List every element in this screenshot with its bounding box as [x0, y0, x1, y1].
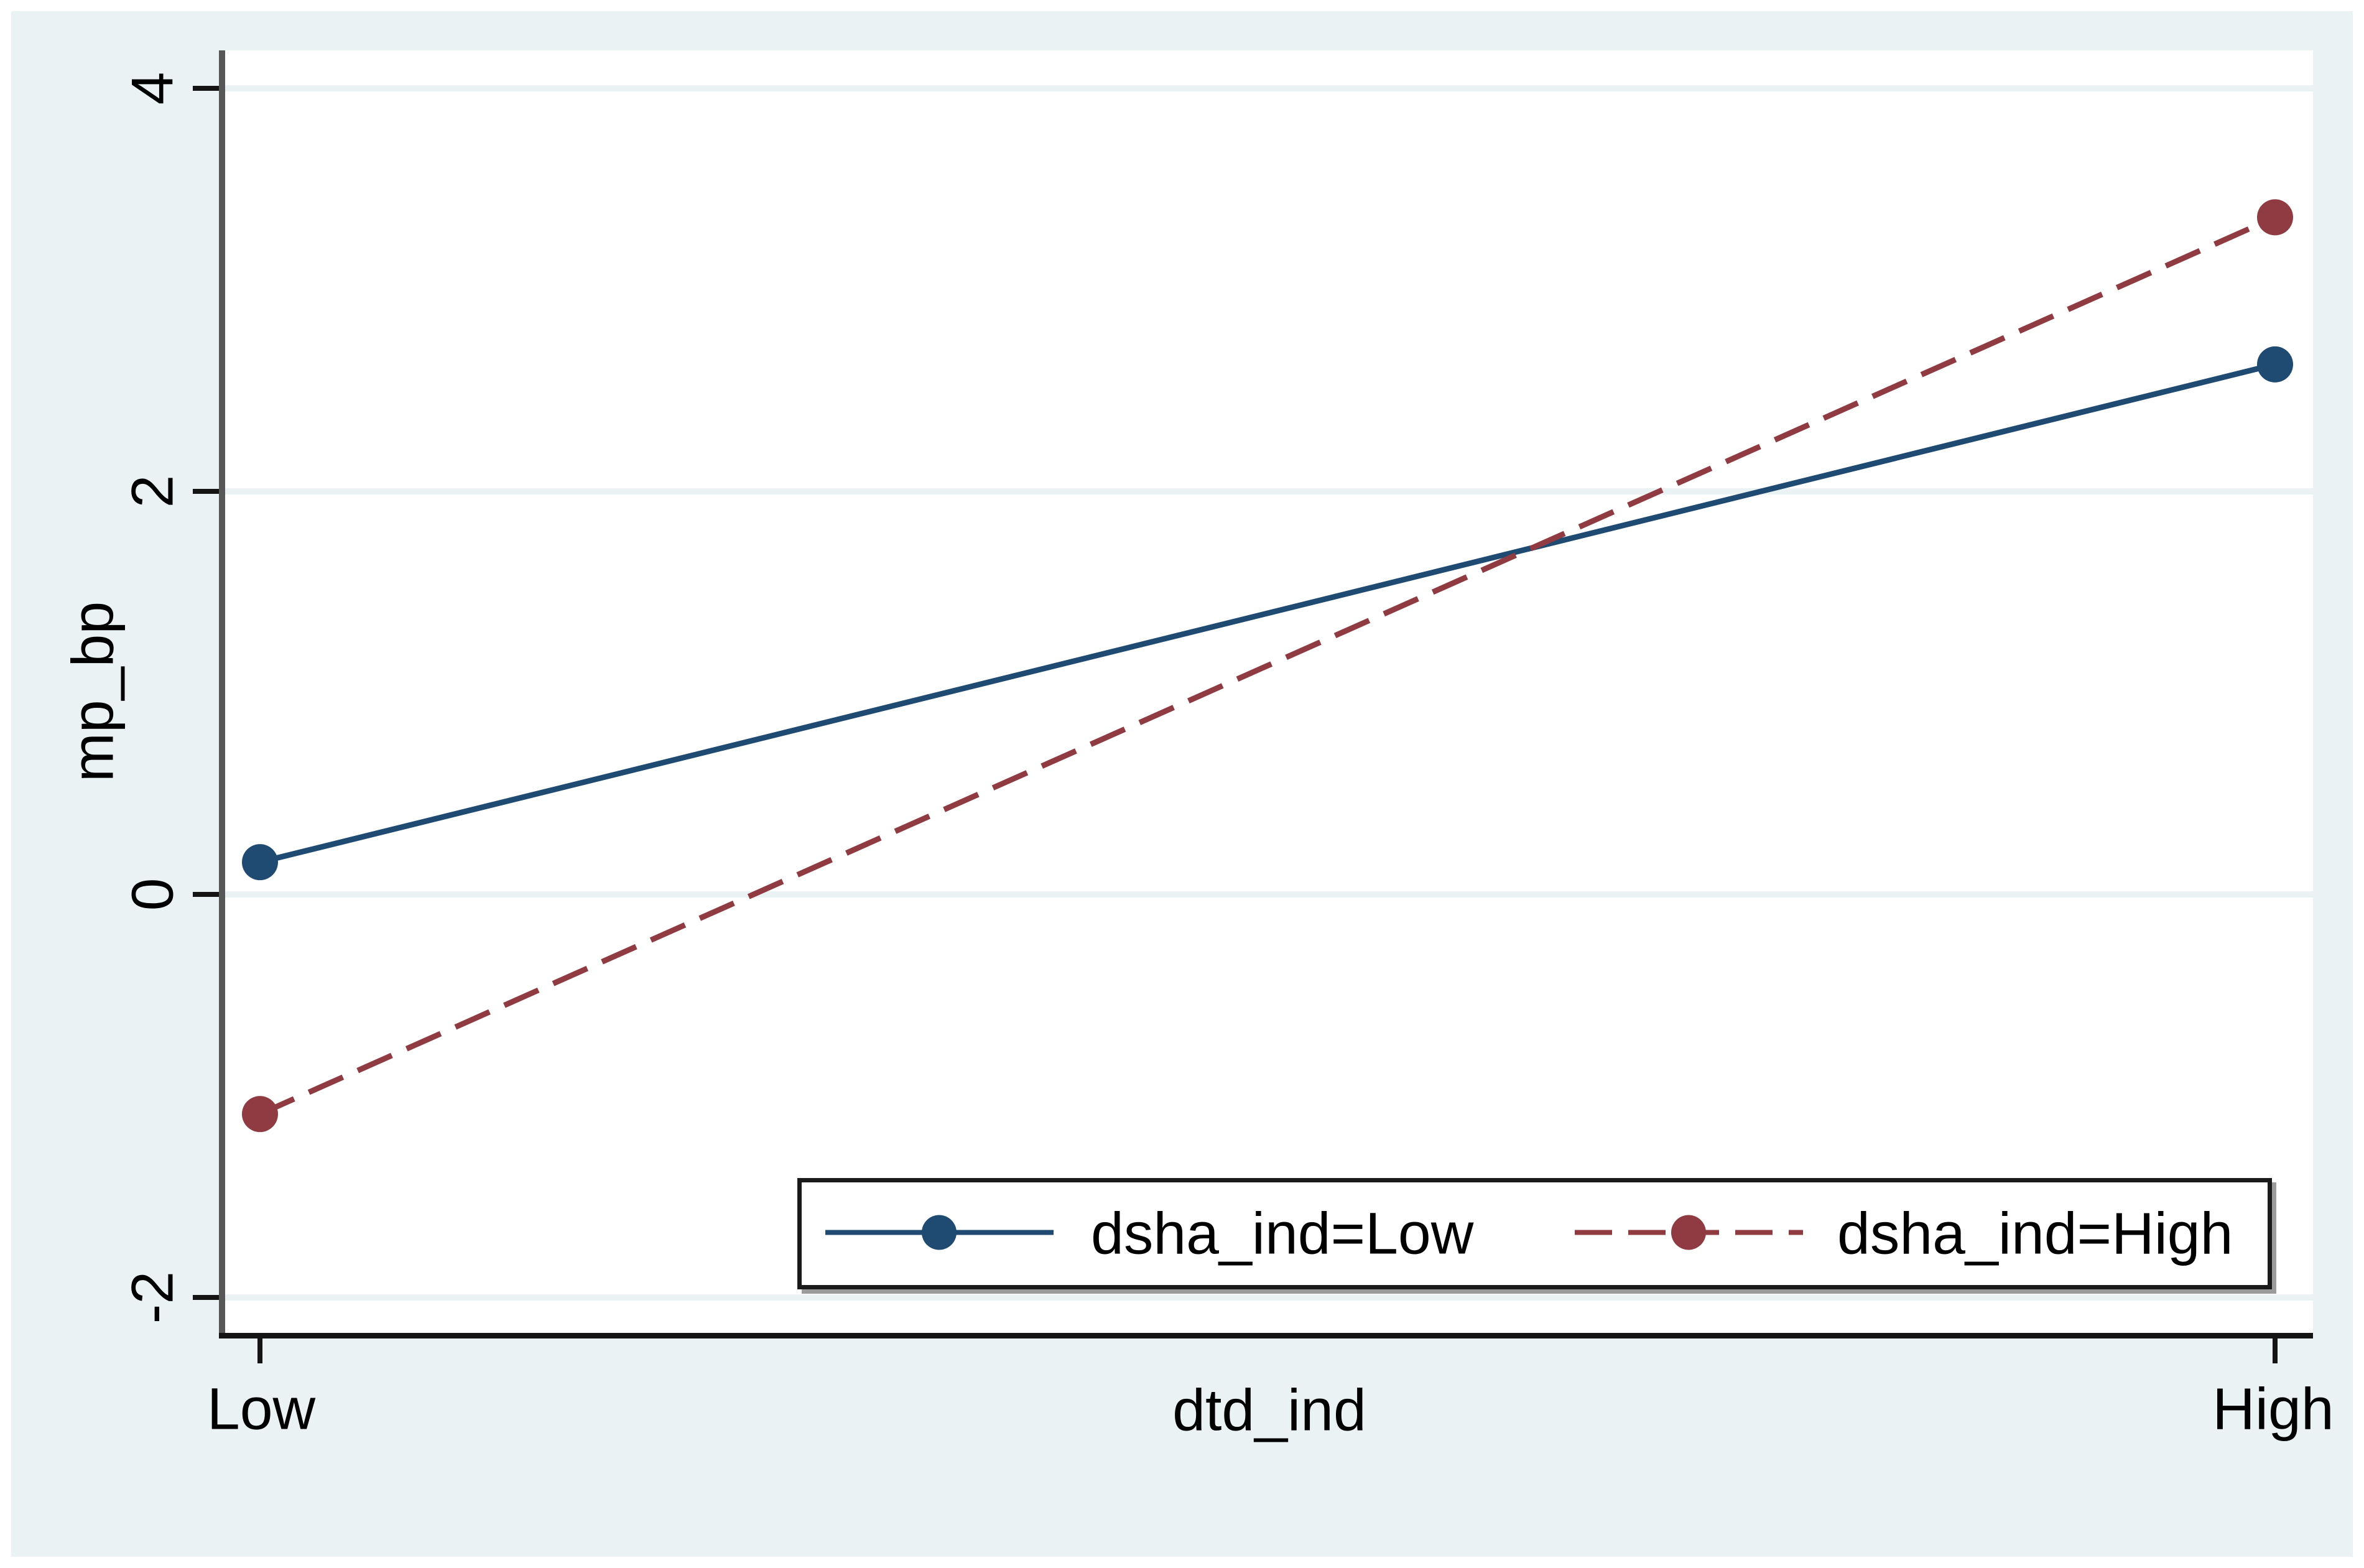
legend-label-low: dsha_ind=Low	[1091, 1200, 1474, 1266]
x-axis-line	[219, 1333, 2313, 1338]
y-tick-mark	[193, 892, 219, 897]
data-point-marker	[242, 844, 278, 881]
x-tick-mark-high	[2273, 1338, 2278, 1363]
series-line-dashed	[259, 215, 2276, 1117]
x-axis-title: dtd_ind	[1172, 1377, 1366, 1444]
legend-marker-solid	[825, 1215, 1054, 1250]
legend-sample-line-dashed	[1575, 1212, 1803, 1255]
legend-box: dsha_ind=Low dsha_ind=High	[797, 1178, 2272, 1289]
y-tick-mark	[193, 489, 219, 494]
x-tick-label-low: Low	[206, 1376, 316, 1442]
legend-marker-dashed	[1575, 1215, 1803, 1250]
data-point-marker	[242, 1096, 278, 1133]
y-tick-mark	[193, 1295, 219, 1300]
gridline-y-2	[225, 488, 2313, 494]
gridline-y--2	[225, 1294, 2313, 1301]
data-point-marker	[2257, 346, 2293, 383]
x-tick-label-high: High	[2212, 1376, 2334, 1442]
gridline-y-0	[225, 891, 2313, 898]
y-axis-line	[219, 50, 225, 1333]
data-point-marker	[2257, 199, 2293, 236]
series-line-solid	[259, 361, 2276, 865]
y-tick-mark	[193, 86, 219, 91]
gridline-y-4	[225, 85, 2313, 91]
x-tick-mark-low	[257, 1338, 262, 1363]
legend-label-high: dsha_ind=High	[1837, 1200, 2233, 1266]
plot-region	[225, 50, 2313, 1333]
legend-sample-line-solid	[825, 1212, 1054, 1255]
